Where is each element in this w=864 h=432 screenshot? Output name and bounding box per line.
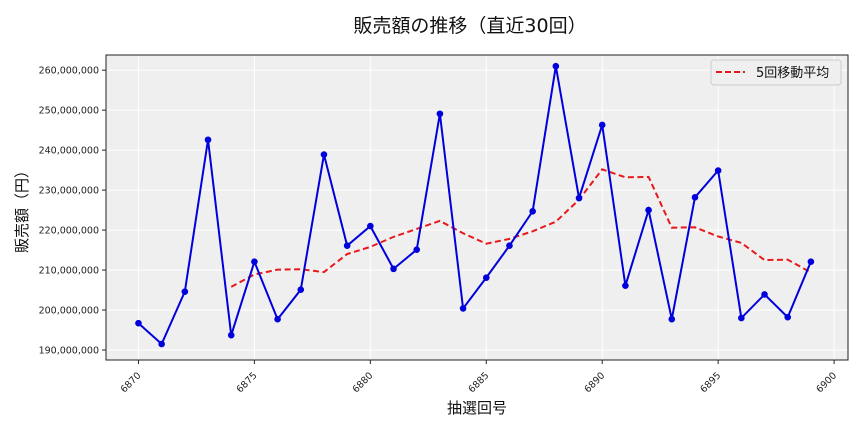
sales-data-point [761, 291, 768, 298]
sales-data-point [320, 151, 328, 158]
sales-data-point [274, 315, 281, 323]
y-tick-label: 190,000,000 [39, 346, 99, 357]
x-tick-label: 6875 [235, 370, 260, 395]
chart-title: 販売額の推移（直近30回） [353, 15, 586, 37]
y-tick-label: 210,000,000 [39, 266, 99, 277]
sales-data-point [459, 305, 467, 312]
legend-label-moving-average: 5回移動平均 [756, 66, 829, 81]
sales-data-point [529, 207, 536, 215]
sales-data-point [738, 314, 745, 322]
sales-data-point [436, 110, 444, 118]
sales-data-point [297, 286, 305, 293]
sales-data-point [598, 121, 606, 129]
x-axis-ticks: 6870 6875 6880 6885 6890 6895 6900 [119, 360, 839, 395]
sales-data-point [807, 258, 815, 265]
x-tick-label: 6880 [351, 370, 376, 395]
sales-data-point [367, 222, 374, 230]
sales-data-point [390, 265, 397, 273]
sales-data-point [251, 258, 258, 265]
x-axis-label: 抽選回号 [447, 399, 507, 417]
sales-data-point [482, 274, 490, 281]
y-axis-label: 販売額（円） [13, 163, 31, 253]
grid-lines [106, 55, 848, 360]
sales-data-point [714, 167, 722, 174]
y-tick-label: 240,000,000 [39, 146, 99, 157]
x-tick-label: 6885 [467, 370, 492, 395]
y-tick-label: 230,000,000 [39, 186, 99, 197]
sales-data-point [181, 288, 189, 295]
y-tick-label: 220,000,000 [39, 226, 99, 237]
sales-data-point [343, 242, 351, 249]
x-tick-label: 6900 [814, 370, 839, 395]
sales-line [135, 62, 815, 348]
y-tick-label: 260,000,000 [39, 66, 99, 77]
sales-data-point [135, 319, 142, 327]
plot-area [106, 55, 848, 360]
y-tick-label: 200,000,000 [39, 306, 99, 317]
sales-data-point [227, 331, 235, 339]
sales-data-point [158, 340, 165, 348]
sales-data-point [645, 206, 652, 214]
sales-data-point [784, 313, 792, 321]
x-tick-label: 6890 [582, 370, 607, 395]
x-tick-label: 6895 [698, 370, 723, 395]
sales-path [137, 66, 812, 346]
sales-data-point [204, 136, 212, 144]
plot-frame [105, 54, 849, 361]
sales-data-point [691, 194, 699, 201]
y-tick-label: 250,000,000 [39, 106, 99, 117]
sales-data-point [506, 242, 513, 249]
sales-data-point [668, 315, 676, 323]
sales-data-point [622, 282, 629, 289]
legend-box [710, 59, 842, 86]
x-tick-label: 6870 [119, 370, 144, 395]
sales-data-point [552, 62, 560, 70]
y-axis-ticks: 190,000,000 200,000,000 210,000,000 220,000… [39, 66, 106, 357]
sales-data-point [575, 194, 583, 202]
sales-data-point [413, 246, 421, 253]
legend: 5回移動平均 [710, 59, 842, 86]
